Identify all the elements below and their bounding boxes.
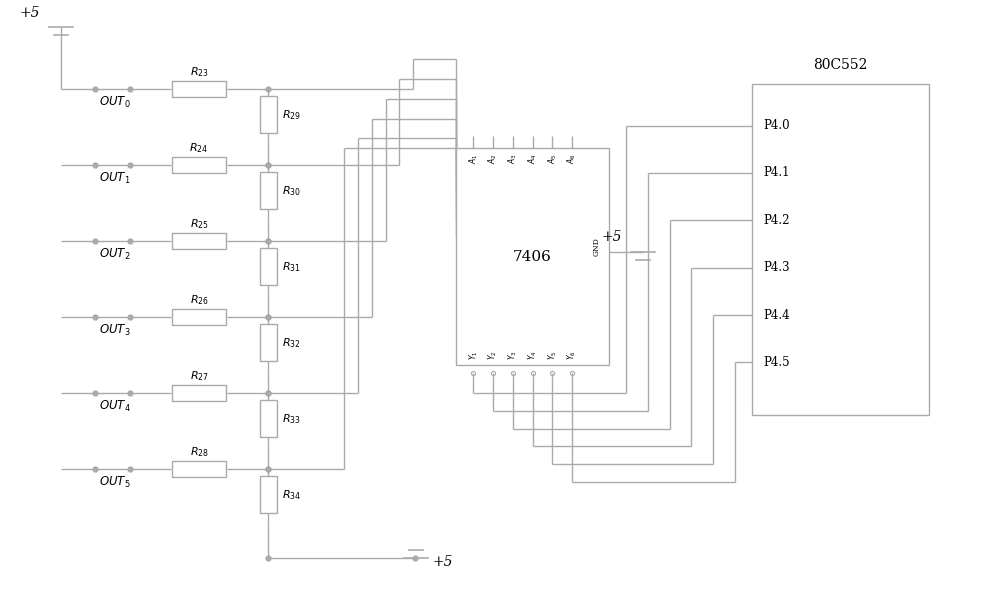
Bar	[172, 385, 226, 401]
Text: $OUT_{3}$: $OUT_{3}$	[99, 323, 131, 338]
Text: $Y_3$: $Y_3$	[507, 351, 519, 361]
Text: 7406: 7406	[513, 250, 552, 264]
Bar	[260, 324, 277, 361]
Text: $A_5$: $A_5$	[546, 153, 559, 164]
Text: 80C552: 80C552	[813, 58, 868, 73]
Text: P4.1: P4.1	[763, 166, 790, 179]
Text: $OUT_{5}$: $OUT_{5}$	[99, 475, 131, 490]
Text: $R_{32}$: $R_{32}$	[282, 336, 301, 350]
Text: $R_{23}$: $R_{23}$	[190, 65, 209, 79]
Bar	[260, 248, 277, 286]
Text: P4.0: P4.0	[763, 119, 790, 132]
Text: $R_{33}$: $R_{33}$	[282, 412, 301, 425]
Bar	[260, 476, 277, 514]
Text: $R_{28}$: $R_{28}$	[190, 445, 209, 459]
Text: $R_{24}$: $R_{24}$	[189, 142, 209, 155]
Text: $Y_4$: $Y_4$	[526, 351, 539, 361]
Text: $R_{29}$: $R_{29}$	[282, 108, 301, 122]
Text: +5: +5	[433, 555, 453, 569]
Text: P4.3: P4.3	[763, 261, 790, 274]
Text: $A_1$: $A_1$	[467, 153, 480, 164]
Text: $A_6$: $A_6$	[566, 153, 578, 164]
Text: $OUT_{4}$: $OUT_{4}$	[99, 399, 131, 414]
Bar	[260, 96, 277, 133]
Text: $OUT_{0}$: $OUT_{0}$	[99, 95, 131, 110]
Bar	[172, 157, 226, 173]
Bar	[260, 172, 277, 209]
Text: $Y_1$: $Y_1$	[467, 351, 480, 361]
Bar	[456, 148, 609, 365]
Text: $Y_2$: $Y_2$	[487, 351, 499, 361]
Bar	[260, 400, 277, 437]
Text: $A_2$: $A_2$	[487, 153, 499, 164]
Text: $OUT_{1}$: $OUT_{1}$	[99, 171, 131, 186]
Text: GND: GND	[593, 238, 601, 256]
Text: $R_{30}$: $R_{30}$	[282, 184, 301, 197]
Text: $R_{25}$: $R_{25}$	[190, 217, 209, 231]
Text: P4.2: P4.2	[763, 214, 790, 227]
Text: $A_3$: $A_3$	[507, 153, 519, 164]
Text: $Y_6$: $Y_6$	[566, 350, 578, 361]
Bar	[172, 233, 226, 250]
Text: $Y_5$: $Y_5$	[546, 351, 559, 361]
Bar	[752, 84, 929, 415]
Bar	[172, 308, 226, 325]
Text: $R_{26}$: $R_{26}$	[190, 293, 209, 307]
Text: $R_{31}$: $R_{31}$	[282, 260, 301, 274]
Text: P4.5: P4.5	[763, 356, 790, 369]
Text: +5: +5	[19, 6, 40, 20]
Text: $A_4$: $A_4$	[526, 153, 539, 164]
Text: P4.4: P4.4	[763, 308, 790, 322]
Bar	[172, 461, 226, 478]
Text: $R_{34}$: $R_{34}$	[282, 488, 301, 502]
Bar	[172, 81, 226, 97]
Text: $R_{27}$: $R_{27}$	[190, 370, 209, 383]
Text: $OUT_{2}$: $OUT_{2}$	[99, 247, 131, 262]
Text: +5: +5	[602, 230, 622, 244]
